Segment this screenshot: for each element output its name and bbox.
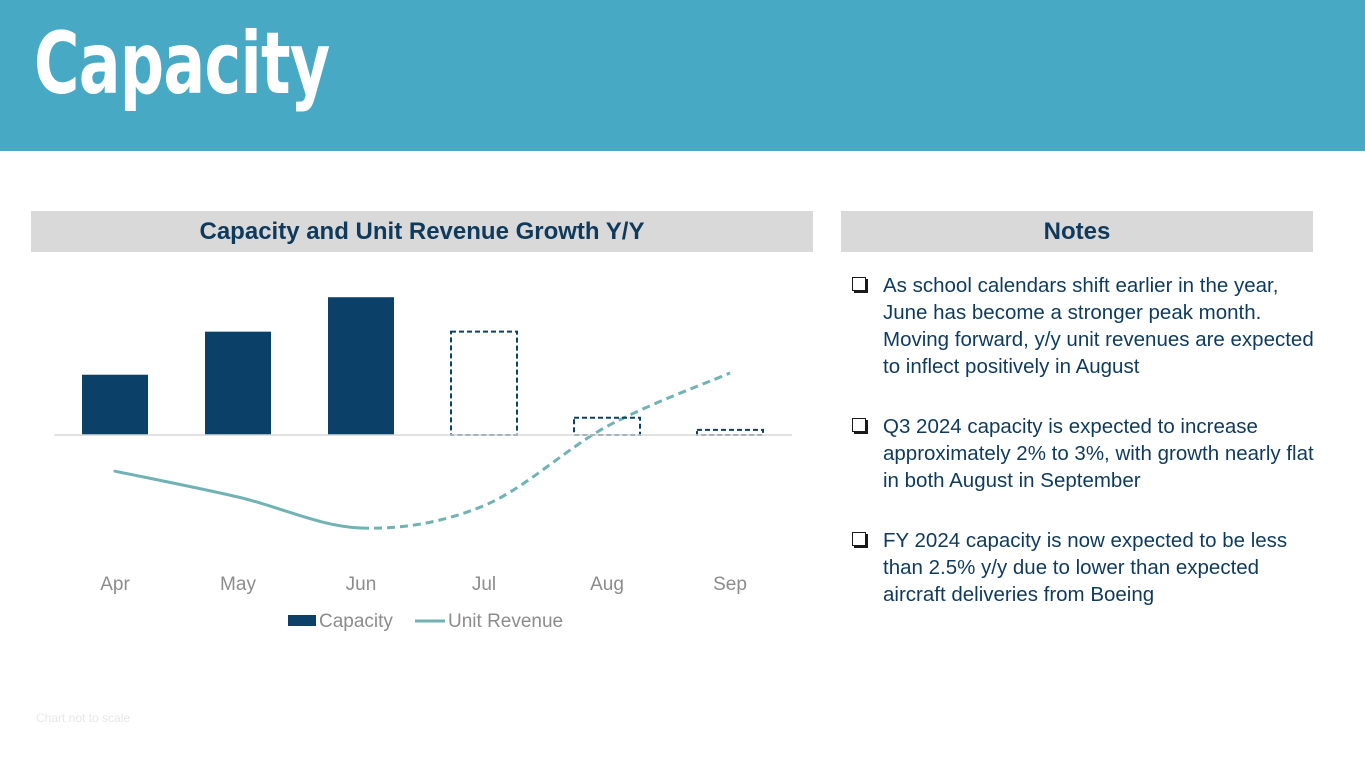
x-tick-label: Jul [472,574,496,595]
projected-line-layer [360,371,731,530]
legend-unit-revenue-label: Unit Revenue [448,611,563,632]
chart-legend: Capacity Unit Revenue [288,611,563,632]
capacity-bar-apr [82,374,148,435]
capacity-bar-jun [328,297,394,435]
note-text: FY 2024 capacity is now expected to be l… [883,529,1288,606]
bars-layer [82,297,764,436]
x-tick-label: Apr [100,574,130,595]
capacity-unit-revenue-chart: Apr May Jun Jul Aug Sep Capacity Unit Revenue [54,297,792,632]
note-item: As school calendars shift earlier in the… [852,272,1322,380]
capacity-bar-jul [450,330,518,436]
unit-revenue-line-projected [360,371,731,530]
checkbox-bullet-icon [852,532,866,546]
x-tick-label: Aug [590,574,624,595]
actual-line-layer [113,469,363,530]
capacity-bar-may [205,331,271,435]
legend-capacity-label: Capacity [319,611,393,632]
checkbox-bullet-icon [852,418,866,432]
note-item: Q3 2024 capacity is expected to increase… [852,413,1322,494]
chart-section-header: Capacity and Unit Revenue Growth Y/Y [31,211,813,252]
chart-footnote: Chart not to scale [36,711,131,725]
x-tick-label: May [220,574,256,595]
notes-section-header: Notes [841,211,1313,252]
checkbox-bullet-icon [852,277,866,291]
capacity-bar-sep [696,428,764,436]
x-tick-labels: Apr May Jun Jul Aug Sep [100,574,747,595]
notes-list: As school calendars shift earlier in the… [852,272,1322,608]
x-tick-label: Sep [713,574,747,595]
note-item: FY 2024 capacity is now expected to be l… [852,527,1322,608]
unit-revenue-line-actual [113,469,363,530]
note-text: Q3 2024 capacity is expected to increase… [883,415,1314,492]
note-text: As school calendars shift earlier in the… [883,274,1314,378]
page-title: Capacity [34,14,330,114]
capacity-bar-aug [573,416,641,436]
x-tick-label: Jun [346,574,377,595]
legend-capacity-swatch [288,615,316,626]
header-band [0,0,1365,151]
